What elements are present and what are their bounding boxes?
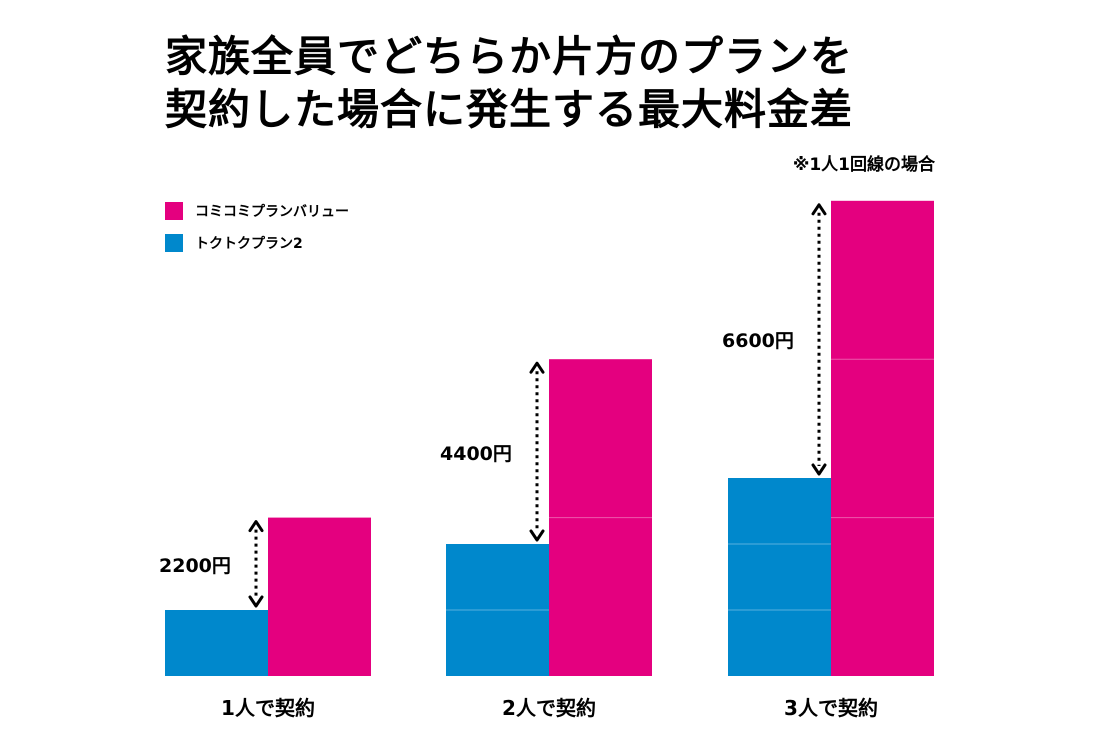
legend-label-comicomi: コミコミプランバリュー <box>195 204 349 220</box>
chart-title-line-1: 家族全員でどちらか片方のプランを <box>165 32 854 81</box>
bar-tokutoku-2 <box>446 544 549 676</box>
category-label-1: 1人で契約 <box>221 696 315 720</box>
legend-swatch-comicomi <box>165 202 183 220</box>
category-label-2: 2人で契約 <box>502 696 596 720</box>
difference-arrow-head-bottom-1 <box>248 595 264 608</box>
chart-note: ※1人1回線の場合 <box>792 155 935 175</box>
difference-label-3: 6600円 <box>722 330 794 353</box>
difference-label-2: 4400円 <box>440 442 512 465</box>
difference-arrow-head-top-2 <box>529 361 545 374</box>
legend-item-comicomi: コミコミプランバリュー <box>165 200 349 222</box>
bar-comicomi-1 <box>268 517 371 676</box>
bar-comicomi-3 <box>831 200 934 677</box>
chart-title-line-2: 契約した場合に発生する最大料金差 <box>165 85 854 134</box>
legend-label-tokutoku: トクトクプラン2 <box>195 236 303 252</box>
difference-arrow-head-top-3 <box>811 203 827 216</box>
legend: コミコミプランバリュー トクトクプラン2 <box>165 200 349 264</box>
difference-label-1: 2200円 <box>159 554 231 577</box>
bar-tokutoku-3 <box>728 478 831 676</box>
bar-tokutoku-1 <box>165 610 268 676</box>
chart-title: 家族全員でどちらか片方のプランを 契約した場合に発生する最大料金差 <box>165 30 945 136</box>
bar-comicomi-2 <box>549 359 652 676</box>
legend-swatch-tokutoku <box>165 234 183 252</box>
category-label-3: 3人で契約 <box>784 696 878 720</box>
difference-arrow-head-bottom-2 <box>529 529 545 542</box>
difference-arrow-head-bottom-3 <box>811 463 827 476</box>
difference-arrow-head-top-1 <box>248 520 264 533</box>
legend-item-tokutoku: トクトクプラン2 <box>165 232 349 254</box>
